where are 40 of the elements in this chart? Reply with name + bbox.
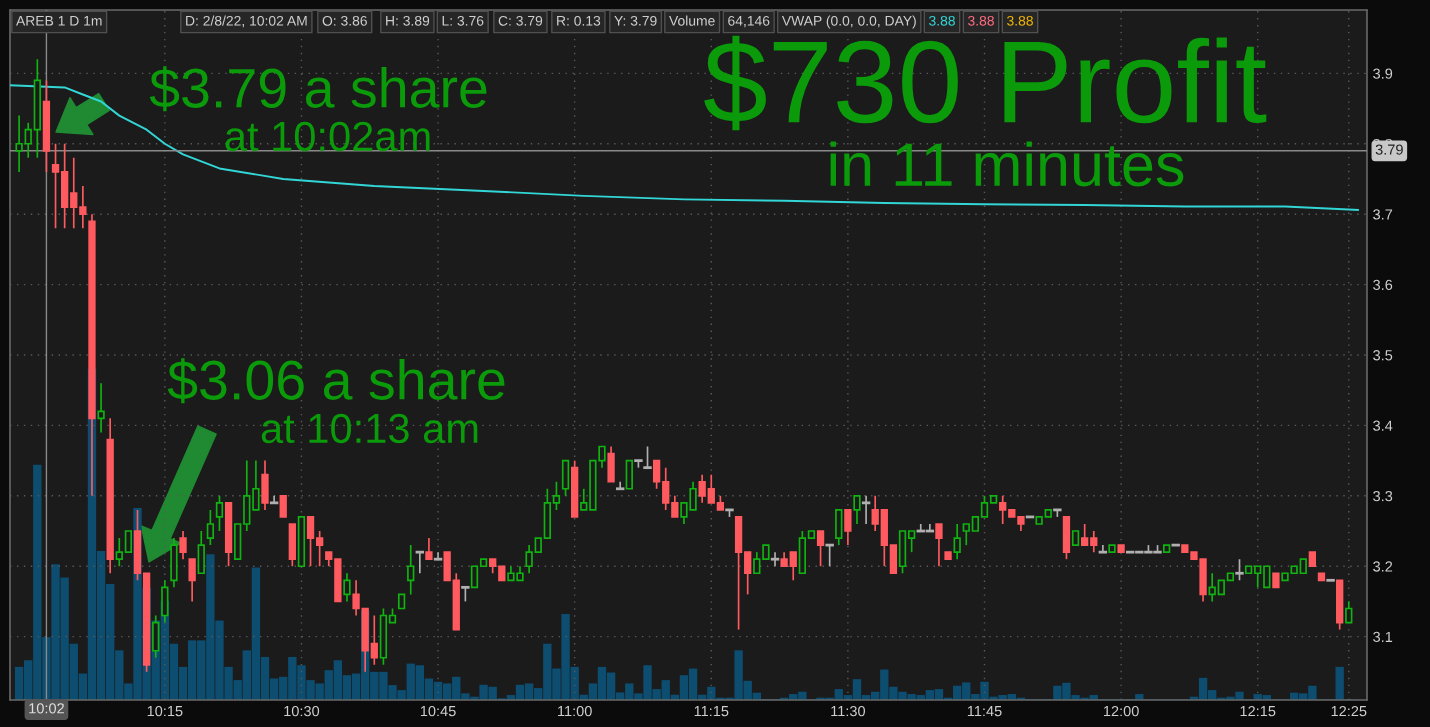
annotation: $730 Profit (704, 35, 1267, 131)
annotation: 64,146 (728, 15, 770, 28)
x-tick-label: 10:30 (284, 705, 320, 717)
x-tick-label: 11:00 (558, 705, 592, 717)
annotation: 3.88 (968, 15, 994, 26)
y-tick-label: 3.4 (1373, 420, 1393, 431)
annotation: in 11 minutes (830, 141, 1184, 187)
annotation: C: 3.79 (498, 15, 543, 26)
annotation: Y: 3.79 (614, 15, 657, 26)
annotation: $3.79 a share (149, 66, 487, 112)
annotation: O: 3.86 (322, 15, 367, 26)
annotation: VWAP (0.0, 0.0, DAY) (781, 15, 916, 29)
y-tick-label: 3.6 (1373, 279, 1393, 291)
x-tick-label: 12:00 (1103, 705, 1139, 717)
x-tick-label: 11:45 (967, 706, 1002, 717)
y-tick-label: 3.3 (1373, 490, 1393, 502)
x-tick-label: 11:30 (831, 705, 866, 717)
annotation: at 10:13 am (261, 413, 478, 444)
y-tick-label: 3.7 (1373, 209, 1393, 220)
annotation: 3.88 (929, 15, 955, 26)
x-tick-label: 12:25 (1331, 705, 1367, 717)
y-tick-label: 3.5 (1373, 350, 1393, 361)
annotation: R: 0.13 (557, 15, 601, 26)
annotation: 3.88 (1007, 15, 1033, 26)
ref-line-label: 3.79 (1375, 144, 1403, 155)
annotation: $3.06 a share (167, 358, 505, 404)
x-tick-label: 10:15 (147, 705, 183, 717)
annotation: D: 2/8/22, 10:02 AM (186, 15, 307, 28)
annotation: L: 3.76 (442, 15, 484, 26)
ref-line-label: 10:02 (29, 703, 64, 714)
x-tick-label: 10:45 (420, 705, 456, 717)
y-tick-label: 3.9 (1373, 68, 1393, 79)
annotation: Volume (669, 15, 715, 26)
x-tick-label: 11:15 (694, 706, 729, 717)
annotation: H: 3.89 (386, 15, 430, 26)
x-tick-label: 12:15 (1240, 705, 1276, 717)
annotation: at 10:02am (225, 121, 430, 152)
annotation: AREB 1 D 1m (16, 16, 102, 26)
y-tick-label: 3.1 (1373, 631, 1393, 643)
y-tick-label: 3.2 (1373, 561, 1393, 572)
